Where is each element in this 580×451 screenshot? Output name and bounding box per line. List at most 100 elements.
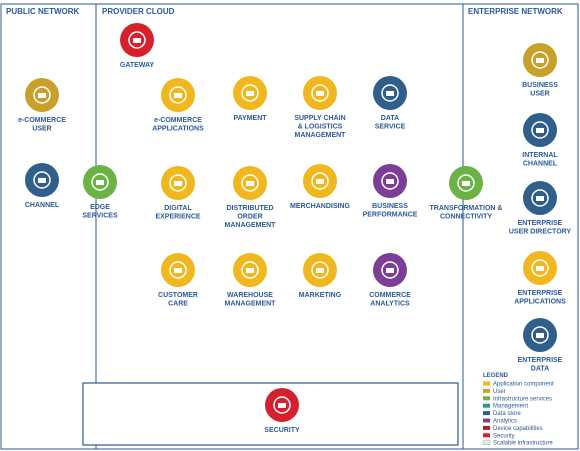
- icon-glyph: [316, 268, 324, 273]
- node-label: PAYMENT: [233, 115, 267, 122]
- node-label: CONNECTIVITY: [440, 214, 492, 221]
- node-label: TRANSFORMATION &: [430, 205, 503, 212]
- icon-glyph: [174, 268, 182, 273]
- icon-glyph: [316, 91, 324, 96]
- node-label: EXPERIENCE: [155, 214, 200, 221]
- legend-swatch: [483, 381, 490, 386]
- icon-glyph: [386, 268, 394, 273]
- node-label: MANAGEMENT: [225, 301, 277, 308]
- icon-glyph: [128, 31, 146, 49]
- node-label: PERFORMANCE: [363, 212, 418, 219]
- legend-swatch: [483, 396, 490, 401]
- legend-swatch: [483, 425, 490, 430]
- node-label: SUPPLY CHAIN: [294, 115, 345, 122]
- legend-label: Management: [493, 404, 528, 410]
- icon-glyph: [241, 261, 259, 279]
- node-label: DIGITAL: [164, 205, 192, 212]
- node-label: ENTERPRISE: [518, 220, 563, 227]
- icon-glyph: [531, 189, 549, 207]
- icon-glyph: [91, 173, 109, 191]
- node-label: BUSINESS: [372, 203, 408, 210]
- icon-glyph: [386, 91, 394, 96]
- icon-glyph: [531, 259, 549, 277]
- icon-glyph: [174, 181, 182, 186]
- icon-glyph: [536, 58, 544, 63]
- icon-glyph: [381, 261, 399, 279]
- legend-label: Application component: [493, 382, 554, 388]
- node-label: BUSINESS: [522, 82, 558, 89]
- node-label: SERVICES: [82, 213, 118, 220]
- icon-glyph: [316, 179, 324, 184]
- outer-frame: [0, 3, 579, 450]
- icon-glyph: [169, 261, 187, 279]
- icon-glyph: [174, 93, 182, 98]
- icon-glyph: [246, 268, 254, 273]
- icon-glyph: [462, 181, 470, 186]
- icon-glyph: [246, 181, 254, 186]
- icon-glyph: [457, 174, 475, 192]
- node-label: ENTERPRISE: [518, 290, 563, 297]
- icon-glyph: [33, 86, 51, 104]
- node-label: COMMERCE: [369, 292, 411, 299]
- node-label: MANAGEMENT: [295, 132, 347, 139]
- icon-glyph: [311, 172, 329, 190]
- icon-glyph: [133, 38, 141, 43]
- node-label: INTERNAL: [522, 152, 558, 159]
- node-label: CARE: [168, 301, 188, 308]
- node-label: e-COMMERCE: [18, 117, 66, 124]
- legend-label: Scalable infrastructure: [493, 441, 553, 447]
- node-label: CHANNEL: [523, 161, 558, 168]
- node-label: DATA: [381, 115, 399, 122]
- node-label: WAREHOUSE: [227, 292, 273, 299]
- node-label: APPLICATIONS: [514, 299, 566, 306]
- icon-glyph: [38, 93, 46, 98]
- icon-glyph: [531, 121, 549, 139]
- icon-glyph: [278, 403, 286, 408]
- node-label: CUSTOMER: [158, 292, 198, 299]
- icon-glyph: [531, 326, 549, 344]
- node-label: CHANNEL: [25, 202, 60, 209]
- icon-glyph: [311, 261, 329, 279]
- node-label: APPLICATIONS: [152, 126, 204, 133]
- node-label: MARKETING: [299, 292, 342, 299]
- icon-glyph: [241, 174, 259, 192]
- node-label: DISTRIBUTED: [226, 205, 273, 212]
- legend-swatch: [482, 440, 491, 445]
- icon-glyph: [531, 51, 549, 69]
- icon-glyph: [536, 333, 544, 338]
- node-label: SECURITY: [264, 427, 300, 434]
- legend-label: Data store: [493, 411, 521, 417]
- icon-glyph: [273, 396, 291, 414]
- icon-glyph: [246, 91, 254, 96]
- node-label: GATEWAY: [120, 62, 155, 69]
- legend-label: Security: [493, 433, 515, 439]
- node-label: e-COMMERCE: [154, 117, 202, 124]
- icon-glyph: [381, 84, 399, 102]
- legend-label: Device capabilities: [493, 426, 543, 432]
- legend-swatch: [483, 403, 490, 408]
- icon-glyph: [241, 84, 259, 102]
- node-label: EDGE: [90, 204, 110, 211]
- icon-glyph: [536, 128, 544, 133]
- node-label: ORDER: [237, 214, 262, 221]
- node-label: USER: [530, 91, 549, 98]
- node-label: ENTERPRISE: [518, 357, 563, 364]
- icon-glyph: [536, 266, 544, 271]
- icon-glyph: [386, 179, 394, 184]
- node-label: SERVICE: [375, 124, 406, 131]
- icon-glyph: [536, 196, 544, 201]
- node-label: & LOGISTICS: [298, 124, 343, 131]
- legend-swatch: [483, 388, 490, 393]
- icon-glyph: [311, 84, 329, 102]
- region-title: PROVIDER CLOUD: [102, 7, 175, 16]
- legend-label: Infrastructure services: [493, 396, 552, 402]
- icon-glyph: [169, 174, 187, 192]
- icon-glyph: [38, 178, 46, 183]
- icon-glyph: [169, 86, 187, 104]
- icon-glyph: [33, 171, 51, 189]
- region-title: PUBLIC NETWORK: [6, 7, 80, 16]
- legend-swatch: [483, 418, 490, 423]
- node-label: DATA: [531, 366, 549, 373]
- legend-label: Analytics: [493, 419, 517, 425]
